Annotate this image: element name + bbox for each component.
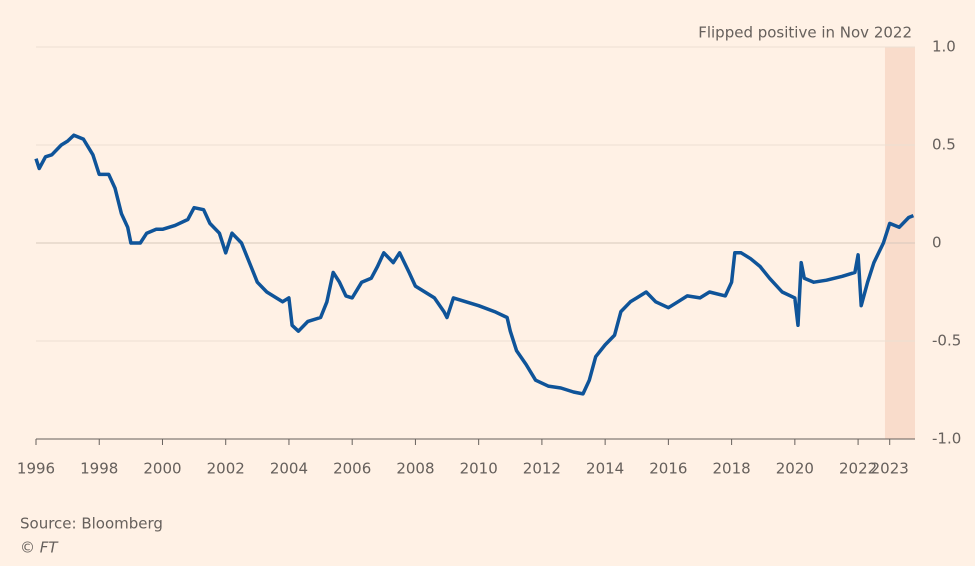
x-tick-label: 2006 bbox=[333, 460, 371, 478]
source: Source: Bloomberg bbox=[20, 515, 163, 533]
x-tick-label: 2004 bbox=[270, 460, 308, 478]
x-tick-label: 2002 bbox=[207, 460, 245, 478]
annotation: Flipped positive in Nov 2022 bbox=[698, 24, 912, 42]
x-tick-label: 1998 bbox=[80, 460, 118, 478]
credit: © FT bbox=[20, 539, 59, 557]
x-tick-label: 2008 bbox=[396, 460, 434, 478]
x-tick-label: 2014 bbox=[586, 460, 624, 478]
y-tick-label: 1.0 bbox=[932, 38, 956, 56]
x-tick-label: 1996 bbox=[17, 460, 55, 478]
x-tick-label: 2020 bbox=[776, 460, 814, 478]
x-tick-label: 2022 bbox=[839, 460, 877, 478]
y-tick-label: 0.5 bbox=[932, 136, 956, 154]
x-tick-label: 2018 bbox=[713, 460, 751, 478]
x-tick-label: 2012 bbox=[523, 460, 561, 478]
y-tick-label: 0 bbox=[932, 234, 942, 252]
y-tick-label: -0.5 bbox=[932, 332, 961, 350]
x-tick-label: 2016 bbox=[649, 460, 687, 478]
x-tick-label: 2010 bbox=[460, 460, 498, 478]
series-line bbox=[34, 133, 915, 396]
x-tick-label: 2023 bbox=[871, 460, 909, 478]
x-tick-label: 2000 bbox=[143, 460, 181, 478]
y-tick-label: -1.0 bbox=[932, 430, 961, 448]
